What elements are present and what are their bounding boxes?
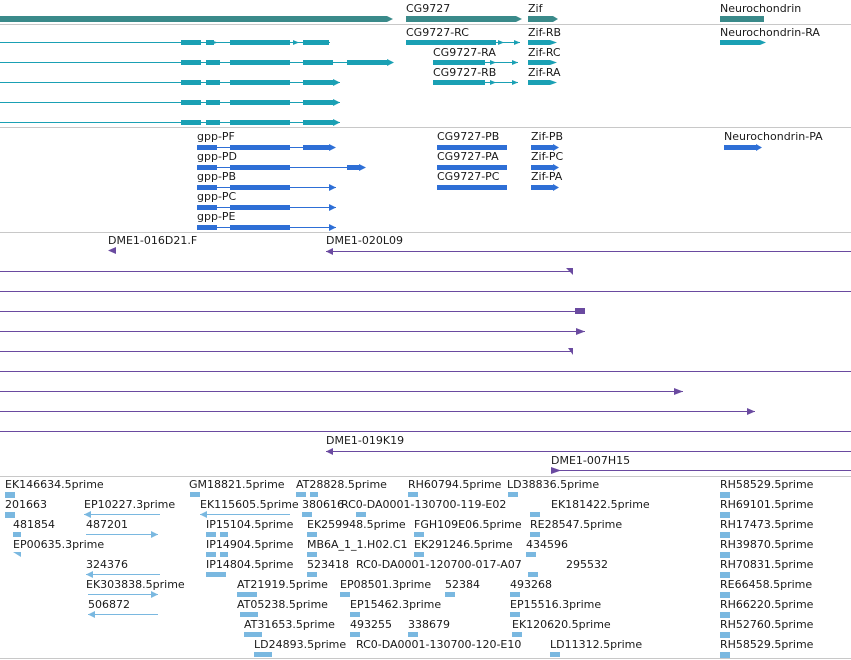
- track-separator: [0, 476, 851, 477]
- est-label[interactable]: IP15104.5prime: [206, 518, 294, 531]
- est-label[interactable]: EK259948.5prime: [307, 518, 406, 531]
- track-separator: [0, 24, 851, 25]
- est-label[interactable]: 324376: [86, 558, 128, 571]
- est-label[interactable]: 506872: [88, 598, 130, 611]
- gene-glyph[interactable]: [406, 16, 522, 22]
- est-label[interactable]: 523418: [307, 558, 349, 571]
- gene-glyph[interactable]: [720, 16, 764, 22]
- clone-label[interactable]: DME1-020L09: [326, 234, 403, 247]
- est-label[interactable]: RH17473.5prime: [720, 518, 814, 531]
- est-label[interactable]: RH66220.5prime: [720, 598, 814, 611]
- track-separator: [0, 127, 851, 128]
- est-label[interactable]: RC0-DA0001-130700-119-E02: [341, 498, 507, 511]
- gene-label[interactable]: Zif: [528, 2, 543, 15]
- est-label[interactable]: 493255: [350, 618, 392, 631]
- est-label[interactable]: EK120620.5prime: [512, 618, 611, 631]
- protein-label[interactable]: CG9727-PB: [437, 130, 500, 143]
- est-label[interactable]: LD24893.5prime: [254, 638, 347, 651]
- est-label[interactable]: IP14904.5prime: [206, 538, 294, 551]
- est-label[interactable]: 52384: [445, 578, 480, 591]
- protein-label[interactable]: gpp-PF: [197, 130, 235, 143]
- est-label[interactable]: GM18821.5prime: [189, 478, 285, 491]
- est-track: [5, 492, 730, 658]
- transcript-label[interactable]: Zif-RC: [528, 46, 561, 59]
- transcript-track: [0, 40, 766, 126]
- protein-label[interactable]: gpp-PD: [197, 150, 238, 163]
- protein-label[interactable]: gpp-PC: [197, 190, 237, 203]
- est-label[interactable]: EP00635.3prime: [13, 538, 105, 551]
- track-separator: [0, 658, 851, 659]
- clone-label[interactable]: DME1-016D21.F: [108, 234, 198, 247]
- est-label[interactable]: EK115605.5prime: [200, 498, 299, 511]
- est-label[interactable]: RH39870.5prime: [720, 538, 814, 551]
- transcript-label[interactable]: CG9727-RA: [433, 46, 496, 59]
- clone-label[interactable]: DME1-007H15: [551, 454, 631, 467]
- gene-track: [0, 16, 764, 22]
- est-label[interactable]: RH58529.5prime: [720, 638, 814, 651]
- track-separator: [0, 232, 851, 233]
- est-label[interactable]: EK303838.5prime: [86, 578, 185, 591]
- gene-label[interactable]: Neurochondrin: [720, 2, 802, 15]
- est-label[interactable]: EP08501.3prime: [340, 578, 432, 591]
- est-label[interactable]: LD38836.5prime: [507, 478, 600, 491]
- est-label[interactable]: 295532: [566, 558, 608, 571]
- est-label[interactable]: RC0-DA0001-120700-017-A07: [356, 558, 522, 571]
- transcript-label[interactable]: Zif-RA: [528, 66, 561, 79]
- protein-label[interactable]: Neurochondrin-PA: [724, 130, 823, 143]
- est-label[interactable]: 380616: [302, 498, 344, 511]
- transcript-label[interactable]: Neurochondrin-RA: [720, 26, 820, 39]
- clone-track: [0, 247, 851, 474]
- est-label[interactable]: RH70831.5prime: [720, 558, 814, 571]
- est-label[interactable]: 201663: [5, 498, 47, 511]
- est-label[interactable]: RH69101.5prime: [720, 498, 814, 511]
- est-label[interactable]: AT21919.5prime: [237, 578, 328, 591]
- est-label[interactable]: AT28828.5prime: [296, 478, 387, 491]
- gene-label[interactable]: CG9727: [406, 2, 451, 15]
- transcript-label[interactable]: CG9727-RB: [433, 66, 497, 79]
- protein-track: [197, 144, 762, 231]
- est-label[interactable]: 487201: [86, 518, 128, 531]
- est-label[interactable]: RH60794.5prime: [408, 478, 502, 491]
- est-label[interactable]: EK181422.5prime: [551, 498, 650, 511]
- est-label[interactable]: FGH109E06.5prime: [414, 518, 522, 531]
- est-label[interactable]: EP15462.3prime: [350, 598, 442, 611]
- est-label[interactable]: 434596: [526, 538, 568, 551]
- est-label[interactable]: 338679: [408, 618, 450, 631]
- protein-label[interactable]: Zif-PA: [531, 170, 563, 183]
- clone-label[interactable]: DME1-019K19: [326, 434, 405, 447]
- transcript-label[interactable]: Zif-RB: [528, 26, 562, 39]
- est-label[interactable]: RC0-DA0001-130700-120-E10: [356, 638, 522, 651]
- gene-glyph[interactable]: [0, 16, 393, 22]
- est-label[interactable]: MB6A_1_1.H02.C1: [307, 538, 408, 551]
- est-label[interactable]: LD11312.5prime: [550, 638, 643, 651]
- est-label[interactable]: EP10227.3prime: [84, 498, 176, 511]
- est-label[interactable]: RH52760.5prime: [720, 618, 814, 631]
- gene-glyph[interactable]: [528, 16, 558, 22]
- est-label[interactable]: EK146634.5prime: [5, 478, 104, 491]
- protein-label[interactable]: CG9727-PC: [437, 170, 500, 183]
- est-label[interactable]: RH58529.5prime: [720, 478, 814, 491]
- est-label[interactable]: EP15516.3prime: [510, 598, 602, 611]
- est-label[interactable]: 481854: [13, 518, 55, 531]
- est-label[interactable]: IP14804.5prime: [206, 558, 294, 571]
- est-label[interactable]: AT31653.5prime: [244, 618, 335, 631]
- est-label[interactable]: 493268: [510, 578, 552, 591]
- protein-label[interactable]: gpp-PE: [197, 210, 236, 223]
- protein-label[interactable]: Zif-PC: [531, 150, 564, 163]
- est-label[interactable]: RE66458.5prime: [720, 578, 813, 591]
- transcript-label[interactable]: CG9727-RC: [406, 26, 469, 39]
- est-label[interactable]: AT05238.5prime: [237, 598, 328, 611]
- protein-label[interactable]: gpp-PB: [197, 170, 237, 183]
- est-label[interactable]: RE28547.5prime: [530, 518, 623, 531]
- protein-label[interactable]: CG9727-PA: [437, 150, 499, 163]
- protein-label[interactable]: Zif-PB: [531, 130, 564, 143]
- est-label[interactable]: EK291246.5prime: [414, 538, 513, 551]
